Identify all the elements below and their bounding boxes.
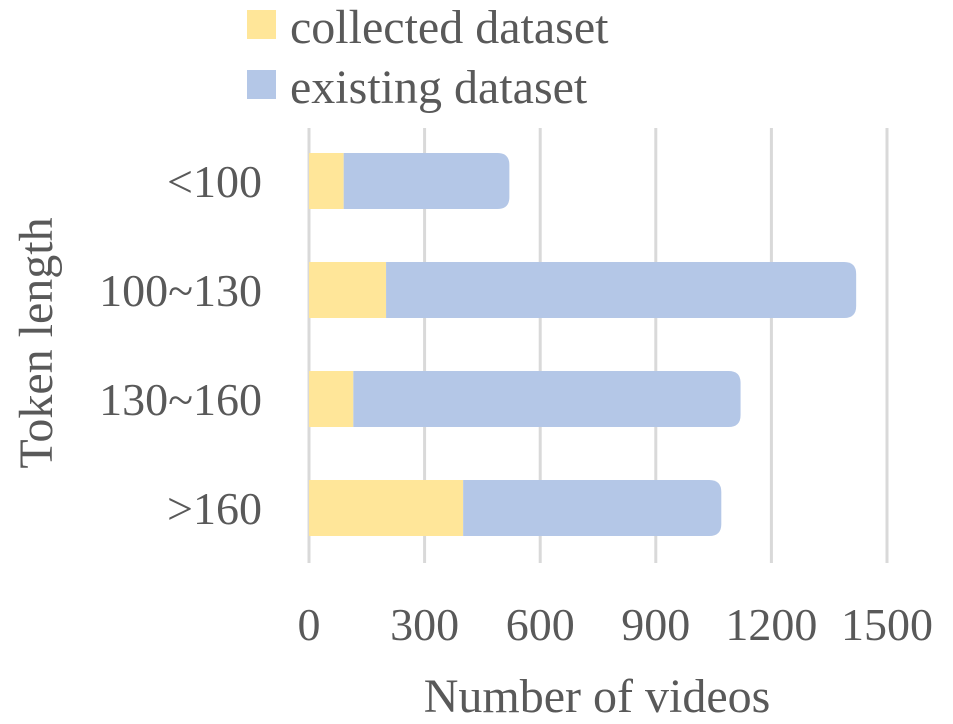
legend-label-collected: collected dataset — [290, 1, 609, 54]
x-tick-label: 900 — [621, 599, 690, 650]
x-tick-labels: 0 300 600 900 1200 1500 — [298, 599, 934, 650]
bar-existing-0 — [343, 153, 510, 209]
category-label: 130~160 — [99, 374, 262, 425]
x-tick-label: 0 — [298, 599, 321, 650]
category-label: >160 — [167, 483, 262, 534]
legend: collected dataset existing dataset — [247, 1, 609, 114]
category-labels: <100 100~130 130~160 >160 — [99, 156, 262, 534]
x-tick-label: 600 — [506, 599, 575, 650]
bar-collected-3 — [309, 480, 464, 536]
bar-collected-0 — [309, 153, 344, 209]
bar-collected-1 — [309, 262, 387, 318]
x-tick-label: 1500 — [841, 599, 933, 650]
y-axis-title: Token length — [10, 217, 63, 468]
x-tick-label: 300 — [390, 599, 459, 650]
bar-existing-2 — [353, 371, 741, 427]
bars — [309, 153, 857, 536]
bar-existing-1 — [386, 262, 857, 318]
legend-label-existing: existing dataset — [290, 61, 588, 114]
legend-swatch-existing — [247, 70, 276, 99]
legend-swatch-collected — [247, 10, 276, 39]
category-label: 100~130 — [99, 265, 262, 316]
x-axis-title: Number of videos — [424, 670, 771, 723]
bar-collected-2 — [309, 371, 354, 427]
x-tick-label: 1200 — [725, 599, 817, 650]
bar-existing-3 — [463, 480, 722, 536]
category-label: <100 — [167, 156, 262, 207]
